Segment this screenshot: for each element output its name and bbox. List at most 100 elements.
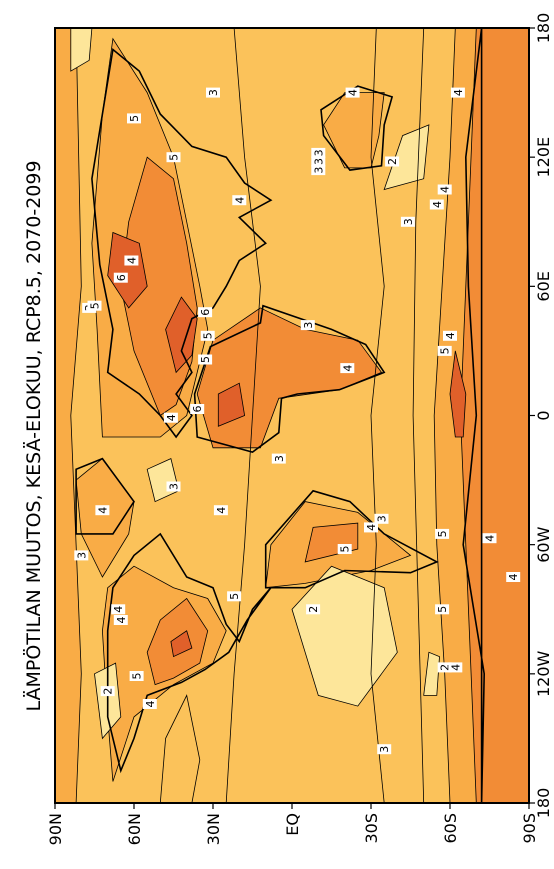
svg-text:3: 3 [75, 552, 88, 559]
sahara-hotspot [217, 382, 246, 427]
lat-tick-label: EQ [283, 813, 302, 836]
contour-label: 3 [166, 481, 181, 492]
lat-tick-label: 60S [441, 813, 460, 844]
lon-tick-label: 0 [534, 410, 553, 420]
svg-text:3: 3 [207, 89, 220, 96]
contour-label: 4 [232, 195, 247, 206]
svg-text:4: 4 [341, 365, 354, 372]
contour-label: 3 [74, 550, 89, 561]
map-title: LÄMPÖTILAN MUUTOS, KESÄ-ELOKUU, RCP8.5, … [22, 160, 45, 711]
contour-label: 4 [345, 87, 360, 98]
svg-text:4: 4 [365, 524, 378, 531]
contour-label: 3 [300, 320, 315, 331]
coast-south-america [264, 489, 439, 589]
lat-tick-label: 30S [362, 813, 381, 844]
coast-greenland [75, 457, 135, 535]
svg-text:5: 5 [228, 593, 241, 600]
contour-label: 5 [437, 345, 452, 356]
contour-label: 4 [364, 522, 378, 533]
svg-text:2: 2 [307, 606, 320, 613]
contour-label: 4 [482, 533, 497, 544]
contour-label: 4 [113, 615, 128, 625]
contour-line-north [225, 28, 261, 803]
svg-text:3: 3 [378, 746, 391, 753]
lon-tick-label: 180 [534, 788, 553, 819]
svg-text:5: 5 [339, 546, 352, 553]
contour-label: 4 [450, 87, 465, 98]
southern-hotspot [449, 350, 467, 438]
arctic-band [55, 28, 82, 803]
contour-label: 2 [100, 686, 115, 697]
contour-label: 4 [213, 505, 228, 516]
contour-label: 2 [437, 662, 452, 673]
contour-label: 2 [385, 156, 400, 167]
svg-text:5: 5 [131, 673, 144, 680]
contour-label: 4 [437, 184, 452, 195]
svg-text:3: 3 [312, 167, 325, 174]
coast-antarctica [462, 28, 486, 803]
contour-label: 5 [166, 152, 181, 163]
contour-label: 4 [429, 199, 444, 210]
coast-eurasia [91, 48, 273, 439]
contour-label: 4 [111, 604, 126, 615]
contour-labels: 2454434345325433465563564344333553423444… [74, 87, 521, 755]
contour-label: 5 [127, 113, 141, 124]
contour-label: 3 [374, 513, 389, 524]
siberia-hotspot [107, 231, 148, 309]
contour-label: 3 [311, 147, 326, 158]
svg-text:6: 6 [199, 309, 212, 316]
contour-label: 5 [129, 671, 144, 681]
svg-text:4: 4 [233, 197, 246, 204]
svg-text:4: 4 [431, 201, 444, 208]
svg-text:2: 2 [439, 664, 452, 671]
contour-label: 4 [124, 255, 139, 266]
contour-label: 3 [377, 744, 392, 755]
svg-text:4: 4 [507, 574, 520, 581]
svg-text:4: 4 [449, 664, 462, 671]
svg-text:4: 4 [96, 507, 109, 514]
svg-text:5: 5 [202, 332, 215, 339]
lon-tick-label: 180 [534, 13, 553, 44]
lat-tick-label: 90N [46, 813, 65, 845]
contour-label: 5 [227, 591, 242, 602]
contour-label: 3 [311, 165, 326, 176]
far-arctic-cool [70, 28, 93, 72]
svg-text:5: 5 [439, 347, 452, 354]
svg-text:5: 5 [436, 606, 449, 613]
contour-label: 4 [443, 330, 457, 341]
svg-text:2: 2 [102, 688, 115, 695]
svg-text:3: 3 [302, 322, 315, 329]
lon-tick-label: 60E [534, 271, 553, 301]
contour-label: 4 [142, 699, 157, 709]
svg-text:4: 4 [144, 701, 157, 708]
svg-text:4: 4 [444, 332, 457, 339]
contour-label: 5 [198, 354, 213, 365]
contour-label: 3 [271, 453, 286, 464]
axis-ticks: 90N 60N 30N EQ 30S 60S 90S180120W60W060E120E18… [46, 13, 553, 846]
svg-text:3: 3 [168, 483, 181, 490]
contour-label: 5 [337, 544, 352, 554]
lat-tick-label: 90S [520, 813, 539, 844]
contour-label: 3 [400, 216, 415, 227]
svg-text:5: 5 [89, 302, 102, 309]
lat-tick-label: 30N [204, 813, 223, 845]
svg-text:2: 2 [386, 158, 399, 165]
contour-line-subantarctic [412, 28, 425, 803]
south-pacific-cool [423, 651, 440, 696]
contour-label: 4 [163, 412, 178, 423]
plot-area [54, 27, 530, 804]
contour-label: 4 [448, 662, 463, 673]
contour-label: 5 [435, 604, 450, 615]
contour-label: 5 [435, 528, 450, 539]
contour-label: 6 [190, 404, 205, 414]
lon-tick-label: 60W [534, 526, 553, 562]
north-america-hotspot [170, 630, 193, 658]
svg-text:3: 3 [273, 455, 286, 462]
svg-text:4: 4 [165, 414, 178, 421]
coast-north-america [106, 532, 272, 774]
contour-label: 5 [200, 330, 215, 341]
svg-text:5: 5 [168, 154, 181, 161]
svg-text:3: 3 [402, 218, 415, 225]
